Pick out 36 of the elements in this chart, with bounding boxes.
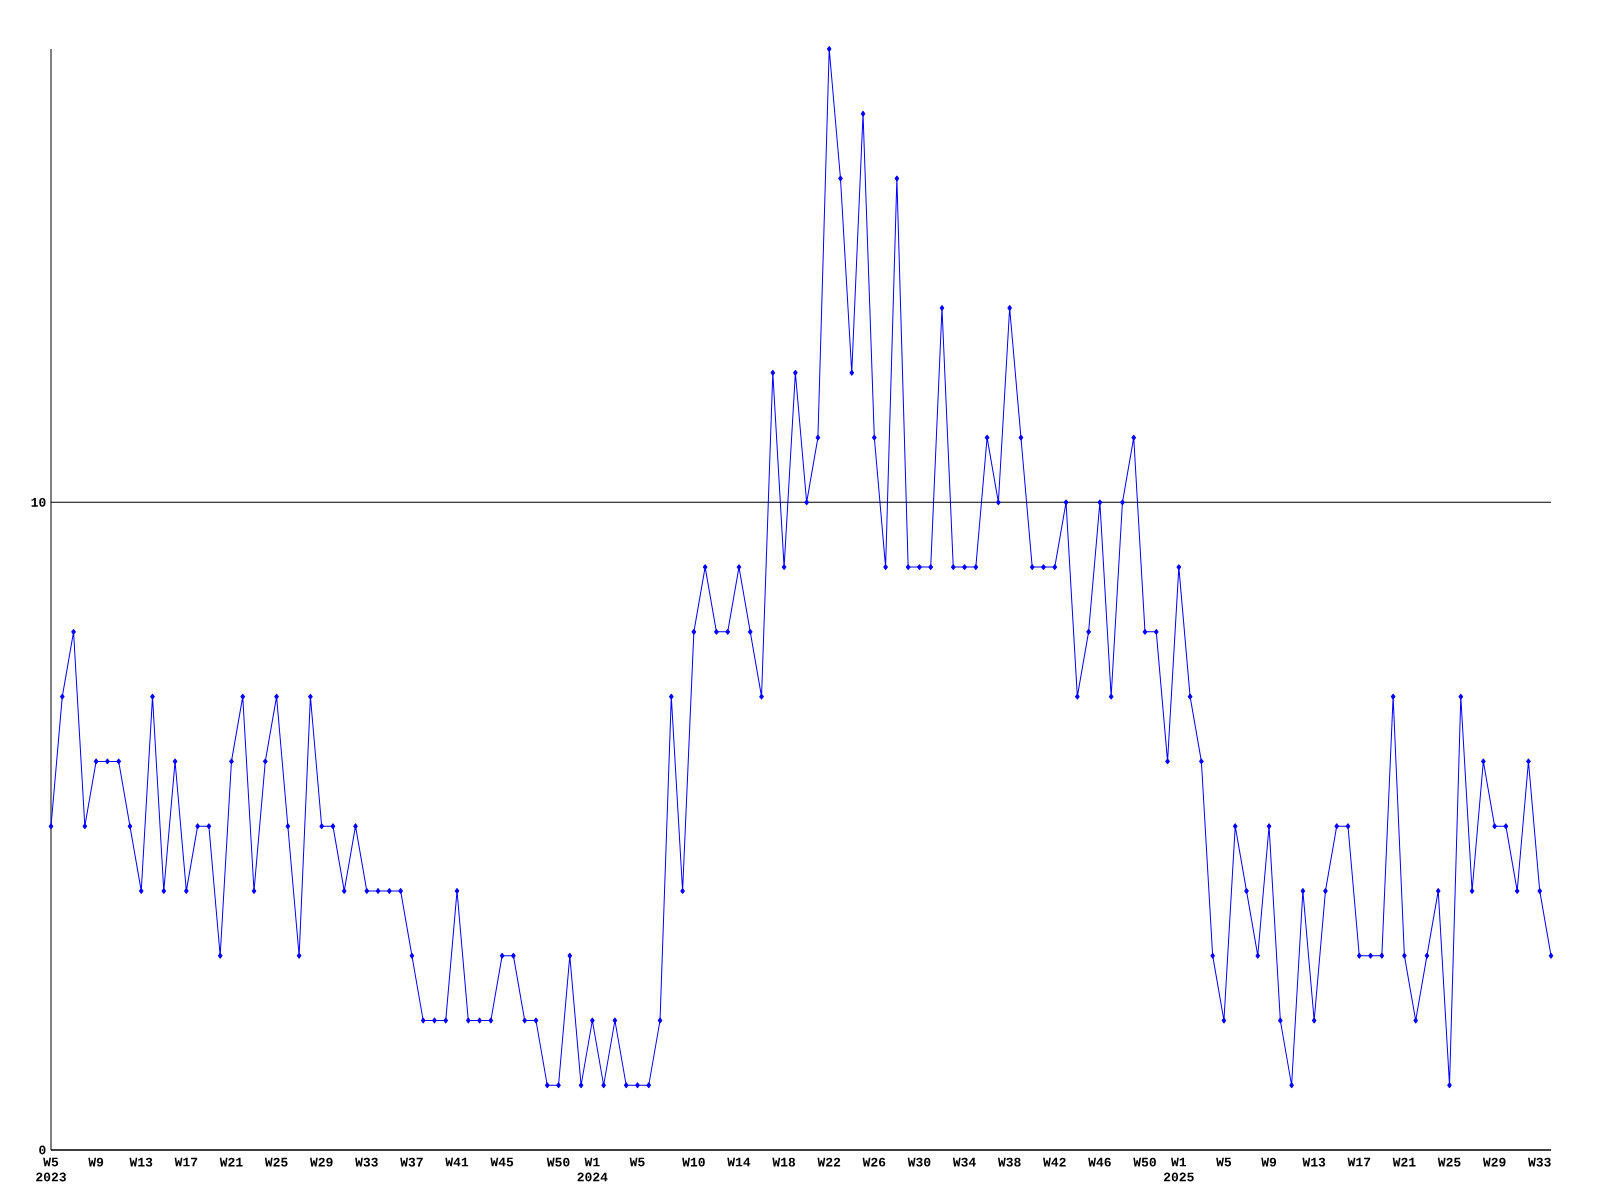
y-tick-label: 10 [31,497,46,507]
x-tick-label: W25 [264,1157,288,1167]
x-tick-label: W9 [1261,1157,1277,1167]
x-tick-label: W14 [727,1157,751,1167]
x-tick-label: W5 2023 [36,1157,66,1182]
x-tick-label: W50 [546,1157,570,1167]
x-tick-label: W22 [817,1157,841,1167]
x-tick-label: W45 [490,1157,514,1167]
x-tick-label: W21 [1392,1157,1416,1167]
x-tick-label: W38 [997,1157,1021,1167]
x-tick-label: W41 [445,1157,469,1167]
x-tick-label: W9 [88,1157,104,1167]
x-tick-label: W1 2025 [1164,1157,1194,1182]
x-tick-label: W37 [400,1157,423,1167]
x-tick-label: W26 [862,1157,886,1167]
x-tick-label: W25 [1437,1157,1461,1167]
x-tick-label: W5 [629,1157,645,1167]
x-tick-label: W17 [1347,1157,1371,1167]
x-tick-label: W10 [682,1157,705,1167]
x-tick-label: W18 [772,1157,796,1167]
x-tick-label: W13 [1302,1157,1326,1167]
y-tick-label: 0 [39,1145,46,1155]
x-tick-label: W5 [1216,1157,1232,1167]
x-tick-label: W13 [129,1157,153,1167]
x-tick-label: W21 [219,1157,243,1167]
x-tick-label: W29 [309,1157,333,1167]
x-tick-label: W46 [1088,1157,1111,1167]
x-tick-label: W30 [907,1157,931,1167]
x-tick-label: W17 [174,1157,198,1167]
x-tick-label: W1 2024 [577,1157,608,1182]
x-tick-label: W42 [1043,1157,1066,1167]
x-tick-label: W33 [1528,1157,1551,1167]
x-tick-label: W50 [1133,1157,1156,1167]
x-tick-label: W33 [355,1157,378,1167]
x-tick-label: W29 [1482,1157,1506,1167]
x-tick-label: W34 [952,1157,976,1167]
